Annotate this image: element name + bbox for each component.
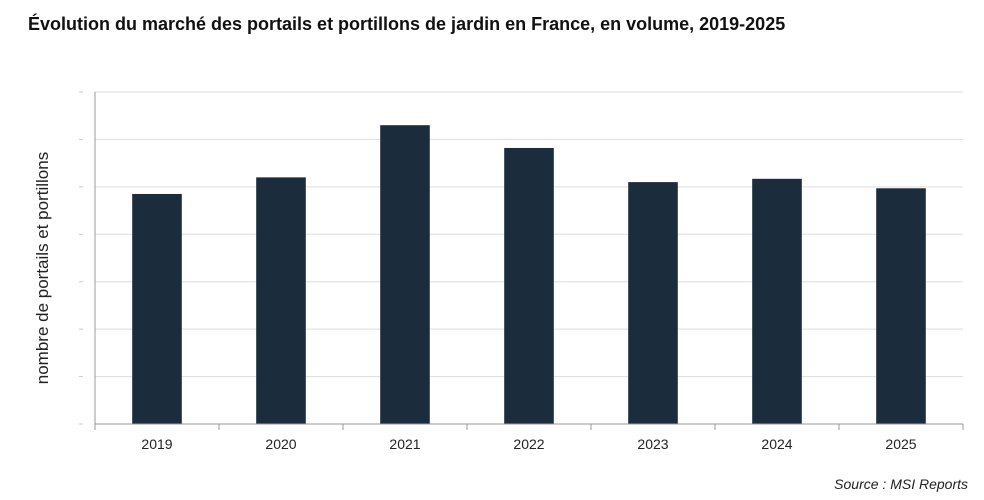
bar-2022: [504, 147, 554, 425]
source-note: Source : MSI Reports: [834, 476, 968, 492]
x-tick-label: 2021: [389, 436, 420, 452]
chart-title: Évolution du marché des portails et port…: [28, 14, 786, 34]
bar-2019: [132, 193, 182, 424]
x-tick-label: 2022: [513, 436, 544, 452]
x-tick-label: 2023: [637, 436, 668, 452]
x-tick-label: 2020: [265, 436, 296, 452]
x-tick-label: 2025: [885, 436, 916, 452]
x-tick-labels: 2019 2020 2021 2022 2023 2024 2025: [141, 436, 916, 452]
bar-2023: [628, 182, 678, 424]
bars: [132, 125, 926, 425]
bar-2025: [876, 188, 926, 424]
axes: [79, 91, 964, 430]
bar-2020: [256, 177, 306, 424]
x-tick-label: 2019: [141, 436, 172, 452]
y-axis-label: nombre de portails et portillons: [33, 152, 52, 384]
x-tick-label: 2024: [761, 436, 792, 452]
bar-2024: [752, 178, 802, 424]
bar-2021: [380, 125, 430, 424]
